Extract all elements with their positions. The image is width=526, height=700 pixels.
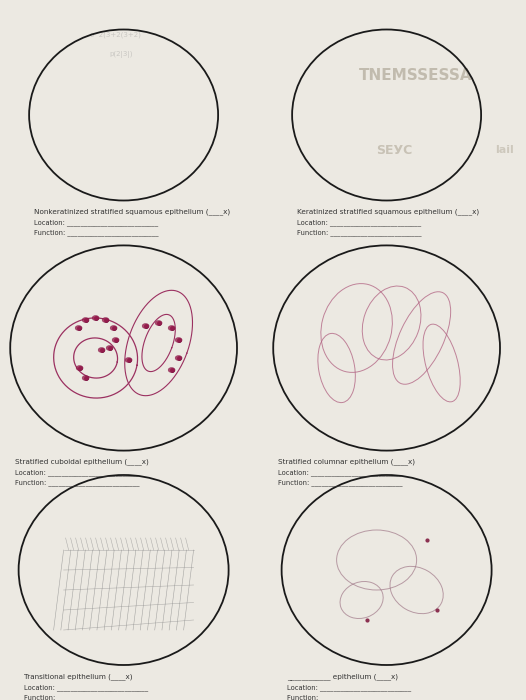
- Ellipse shape: [106, 346, 113, 351]
- Ellipse shape: [98, 347, 105, 353]
- Ellipse shape: [168, 326, 175, 330]
- Ellipse shape: [82, 375, 89, 381]
- Ellipse shape: [92, 316, 99, 321]
- Text: Stratified columnar epithelium (____x): Stratified columnar epithelium (____x): [278, 458, 415, 466]
- Ellipse shape: [168, 368, 175, 372]
- Text: Function: ___________________________: Function: ___________________________: [278, 480, 403, 486]
- Ellipse shape: [110, 326, 117, 330]
- Text: TNEMSSESSA: TNEMSSESSA: [359, 67, 472, 83]
- Ellipse shape: [76, 365, 83, 370]
- Text: Location: ___________________________: Location: ___________________________: [15, 470, 139, 477]
- Ellipse shape: [75, 326, 82, 330]
- Text: Location: ___________________________: Location: ___________________________: [24, 684, 148, 691]
- Text: lail: lail: [495, 145, 514, 155]
- Ellipse shape: [175, 337, 182, 342]
- Text: Stratified cuboidal epithelium (____x): Stratified cuboidal epithelium (____x): [15, 458, 149, 466]
- Text: Function: ___________________________: Function: ___________________________: [15, 480, 140, 486]
- Text: p(2|3|): p(2|3|): [109, 52, 133, 59]
- Text: Nonkeratinized stratified squamous epithelium (____x): Nonkeratinized stratified squamous epith…: [34, 209, 230, 216]
- Text: Keratinized stratified squamous epithelium (____x): Keratinized stratified squamous epitheli…: [297, 209, 479, 216]
- Text: Function: ___________________________: Function: ___________________________: [24, 694, 148, 700]
- Text: ____________ epithelium (____x): ____________ epithelium (____x): [287, 673, 398, 680]
- Ellipse shape: [142, 323, 149, 328]
- Text: Function: ___________________________: Function: ___________________________: [297, 230, 422, 237]
- Text: o  2(3+2(3+2): o 2(3+2(3+2): [90, 32, 141, 38]
- Text: Location: ___________________________: Location: ___________________________: [297, 220, 421, 226]
- Text: Function: ___________________________: Function: ___________________________: [287, 694, 411, 700]
- Text: Location: ___________________________: Location: ___________________________: [278, 470, 402, 477]
- Ellipse shape: [112, 337, 119, 342]
- Text: Function: ___________________________: Function: ___________________________: [34, 230, 159, 237]
- Text: SEУС: SEУС: [377, 144, 412, 157]
- Text: Location: ___________________________: Location: ___________________________: [34, 220, 158, 226]
- Ellipse shape: [175, 356, 182, 360]
- Ellipse shape: [102, 318, 109, 323]
- Ellipse shape: [125, 358, 132, 363]
- Text: Location: ___________________________: Location: ___________________________: [287, 684, 411, 691]
- Text: Transitional epithelium (____x): Transitional epithelium (____x): [24, 673, 132, 680]
- Ellipse shape: [82, 318, 89, 323]
- Ellipse shape: [155, 321, 162, 326]
